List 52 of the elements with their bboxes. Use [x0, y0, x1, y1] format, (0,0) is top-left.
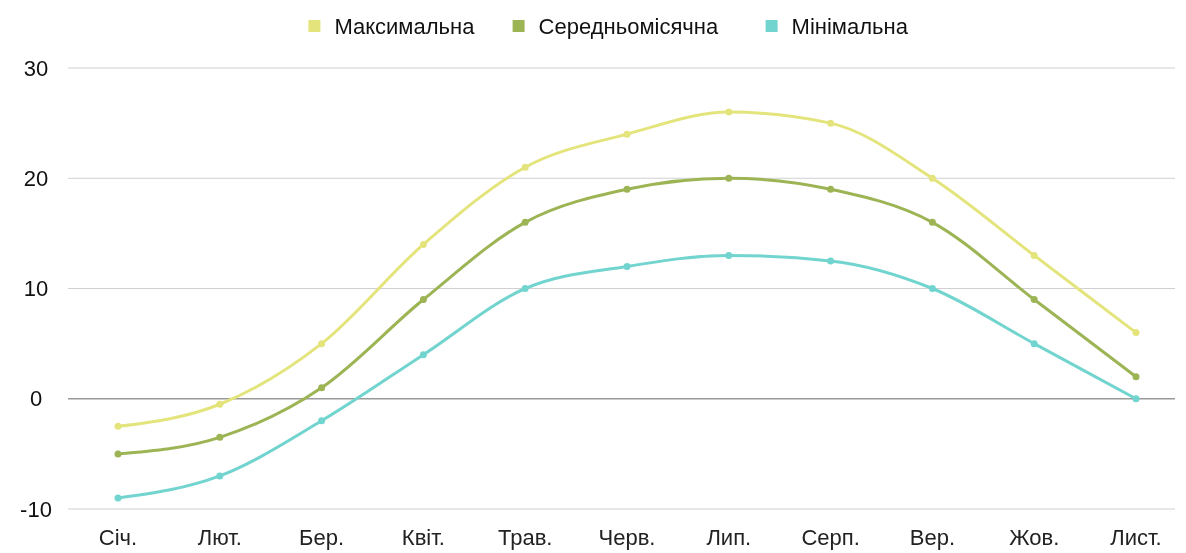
point [1132, 395, 1140, 403]
y-tick-label: 20 [23, 165, 49, 191]
x-tick-label: Бер. [299, 525, 345, 550]
x-tick-label: Січ. [98, 525, 138, 550]
y-tick-label: 10 [23, 276, 49, 302]
point [419, 296, 427, 304]
x-tick-label: Вер. [909, 525, 956, 550]
x-tick-label: Трав. [497, 525, 553, 550]
x-tick-label: Жов. [1009, 525, 1060, 550]
point [1132, 329, 1140, 337]
point [725, 174, 733, 182]
point [216, 433, 224, 441]
point [928, 285, 936, 292]
x-tick-label: Лист. [1110, 525, 1162, 550]
point [318, 384, 326, 392]
x-tick-label: Квіт. [401, 525, 445, 550]
x-tick-label: Серп. [801, 525, 860, 550]
point [1132, 373, 1140, 381]
point [318, 417, 326, 425]
point [216, 472, 224, 480]
point [827, 119, 835, 127]
point [725, 251, 733, 259]
legend-label: Максимальна [334, 13, 476, 39]
point [318, 340, 326, 348]
y-tick-label: 30 [23, 55, 49, 81]
point [521, 285, 529, 292]
y-tick-label: -10 [20, 496, 52, 522]
point [114, 422, 122, 430]
point [521, 218, 529, 226]
point [827, 257, 835, 265]
point [114, 450, 122, 458]
point [827, 185, 835, 193]
point [623, 130, 631, 138]
point [725, 108, 733, 116]
legend-label: Середньомісячна [538, 13, 719, 39]
x-tick-label: Черв. [598, 525, 656, 550]
point [419, 351, 427, 359]
point [1030, 296, 1038, 304]
y-tick-label: 0 [29, 386, 43, 412]
point [114, 494, 122, 502]
point [216, 400, 224, 408]
point [623, 262, 631, 270]
legend-label: Мінімальна [791, 13, 909, 39]
point [1030, 340, 1038, 348]
point [928, 218, 936, 226]
point [419, 240, 427, 248]
point [1030, 251, 1038, 259]
point [928, 174, 936, 182]
x-tick-label: Лип. [706, 525, 752, 550]
x-tick-label: Лют. [197, 525, 242, 550]
point [623, 185, 631, 193]
point [521, 163, 529, 171]
